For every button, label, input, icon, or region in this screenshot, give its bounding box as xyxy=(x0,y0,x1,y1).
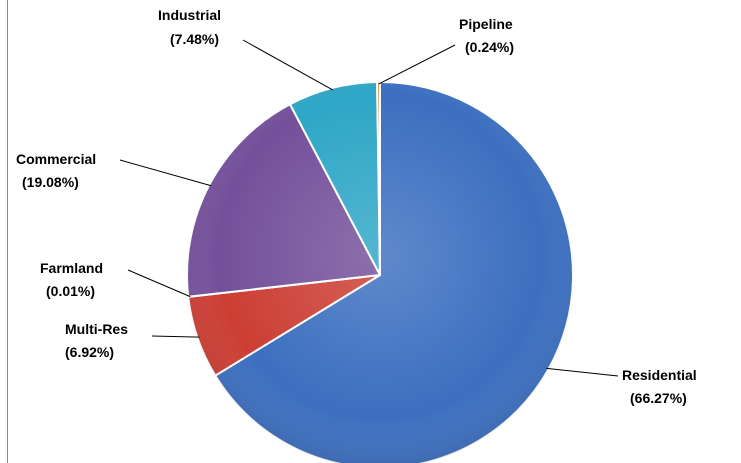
leader-line-residential xyxy=(546,367,619,377)
slice-label-name: Pipeline xyxy=(459,16,513,32)
pie-slices xyxy=(186,80,574,463)
slice-label-name: Farmland xyxy=(40,260,103,276)
leader-lines xyxy=(119,39,619,377)
slice-label-name: Multi-Res xyxy=(65,321,128,337)
slice-label-percent: (66.27%) xyxy=(630,390,687,406)
leader-line-multi-res xyxy=(151,335,200,338)
slice-label-percent: (0.01%) xyxy=(46,283,95,299)
slice-label-percent: (19.08%) xyxy=(22,174,79,190)
slice-label-name: Commercial xyxy=(16,151,96,167)
slice-label-percent: (0.24%) xyxy=(465,39,514,55)
slice-label-percent: (6.92%) xyxy=(65,344,114,360)
slice-labels: Residential (66.27%) Multi-Res (6.92%) Farml… xyxy=(16,7,697,406)
leader-line-farmland xyxy=(127,269,191,298)
slice-label-name: Industrial xyxy=(158,7,221,23)
chart-border xyxy=(7,0,8,463)
leader-line-commercial xyxy=(119,159,212,187)
slice-label-percent: (7.48%) xyxy=(170,31,219,47)
slice-label-name: Residential xyxy=(622,367,697,383)
leader-line-industrial xyxy=(242,39,333,91)
leader-line-pipeline xyxy=(378,44,456,85)
